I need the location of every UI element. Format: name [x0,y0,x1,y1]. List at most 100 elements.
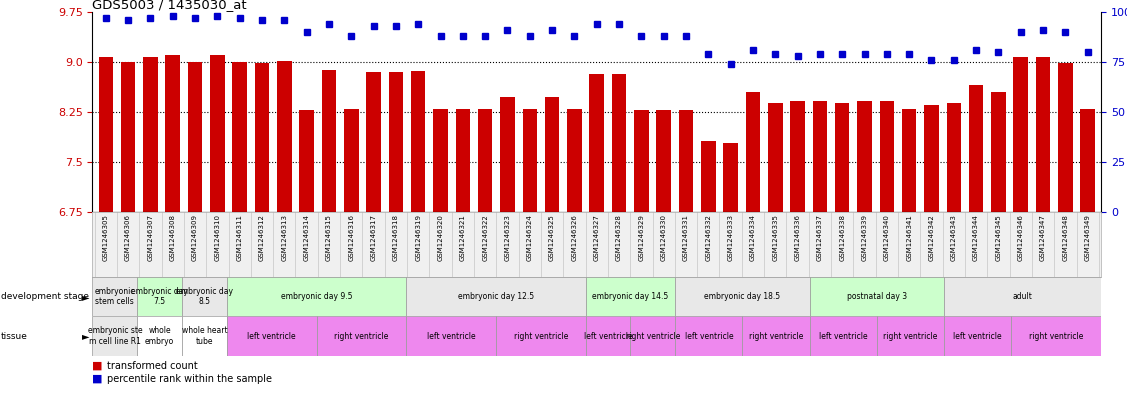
Text: GSM1246309: GSM1246309 [192,214,198,261]
Bar [411,71,426,212]
Text: GSM1246314: GSM1246314 [303,214,310,261]
Text: right ventricle: right ventricle [514,332,568,340]
Bar [813,101,827,212]
Bar [1036,57,1050,212]
Text: GSM1246329: GSM1246329 [638,214,645,261]
Bar [991,92,1005,212]
Bar [166,55,180,212]
Text: GSM1246334: GSM1246334 [749,214,756,261]
Bar [902,109,916,212]
Text: GSM1246325: GSM1246325 [549,214,556,261]
Bar [496,316,586,356]
Bar [92,277,137,316]
Text: development stage: development stage [1,292,89,301]
Bar [630,316,675,356]
Text: embryonic day
8.5: embryonic day 8.5 [176,287,233,307]
Bar [944,277,1101,316]
Text: GSM1246322: GSM1246322 [482,214,488,261]
Text: whole
embryo: whole embryo [145,326,175,346]
Text: transformed count: transformed count [107,361,198,371]
Text: left ventricle: left ventricle [684,332,734,340]
Text: GSM1246327: GSM1246327 [594,214,600,261]
Bar [635,110,649,212]
Text: ►: ► [82,292,90,302]
Bar [767,103,782,212]
Bar [188,62,203,212]
Bar [1081,109,1095,212]
Text: ►: ► [82,331,90,341]
Text: GSM1246311: GSM1246311 [237,214,242,261]
Bar [743,316,809,356]
Text: GSM1246335: GSM1246335 [772,214,779,261]
Bar [1013,57,1028,212]
Bar [143,57,158,212]
Text: GSM1246318: GSM1246318 [393,214,399,261]
Text: GSM1246308: GSM1246308 [170,214,176,261]
Bar [586,277,675,316]
Text: GSM1246332: GSM1246332 [706,214,711,261]
Text: GSM1246326: GSM1246326 [571,214,577,261]
Text: right ventricle: right ventricle [748,332,804,340]
Bar [675,316,743,356]
Text: ■: ■ [92,374,103,384]
Text: GSM1246342: GSM1246342 [929,214,934,261]
Text: left ventricle: left ventricle [248,332,296,340]
Bar [858,101,872,212]
Bar [678,110,693,212]
Bar [567,109,582,212]
Bar [137,316,183,356]
Text: GSM1246317: GSM1246317 [371,214,376,261]
Bar [433,109,447,212]
Bar [523,109,538,212]
Bar [183,316,227,356]
Bar [544,97,559,212]
Text: GSM1246321: GSM1246321 [460,214,465,261]
Text: right ventricle: right ventricle [1029,332,1083,340]
Bar [300,110,314,212]
Text: left ventricle: left ventricle [427,332,476,340]
Text: embryonic day
7.5: embryonic day 7.5 [131,287,188,307]
Text: GSM1246307: GSM1246307 [148,214,153,261]
Bar [701,141,716,212]
Bar [227,316,317,356]
Text: GSM1246333: GSM1246333 [728,214,734,261]
Bar [255,63,269,212]
Bar [183,277,227,316]
Text: GSM1246346: GSM1246346 [1018,214,1023,261]
Text: right ventricle: right ventricle [884,332,938,340]
Text: GSM1246306: GSM1246306 [125,214,131,261]
Text: GSM1246313: GSM1246313 [282,214,287,261]
Text: right ventricle: right ventricle [625,332,680,340]
Text: GSM1246347: GSM1246347 [1040,214,1046,261]
Text: GSM1246345: GSM1246345 [995,214,1002,261]
Text: GSM1246324: GSM1246324 [526,214,533,261]
Bar [1058,63,1073,212]
Text: GSM1246343: GSM1246343 [951,214,957,261]
Bar [344,109,358,212]
Text: percentile rank within the sample: percentile rank within the sample [107,374,272,384]
Text: right ventricle: right ventricle [335,332,389,340]
Bar [321,70,336,212]
Text: GSM1246312: GSM1246312 [259,214,265,261]
Bar [366,72,381,212]
Bar [317,316,406,356]
Bar [406,316,496,356]
Text: GSM1246310: GSM1246310 [214,214,221,261]
Text: embryonic day 18.5: embryonic day 18.5 [704,292,781,301]
Bar [455,109,470,212]
Text: GSM1246316: GSM1246316 [348,214,354,261]
Text: embryonic day 12.5: embryonic day 12.5 [458,292,534,301]
Bar [500,97,515,212]
Bar [924,105,939,212]
Bar [589,74,604,212]
Text: GSM1246331: GSM1246331 [683,214,689,261]
Bar [675,277,809,316]
Bar [877,316,944,356]
Text: GSM1246305: GSM1246305 [103,214,109,261]
Bar [746,92,761,212]
Text: GSM1246339: GSM1246339 [861,214,868,261]
Bar [944,316,1011,356]
Text: GSM1246341: GSM1246341 [906,214,912,261]
Text: ■: ■ [92,361,103,371]
Bar [406,277,586,316]
